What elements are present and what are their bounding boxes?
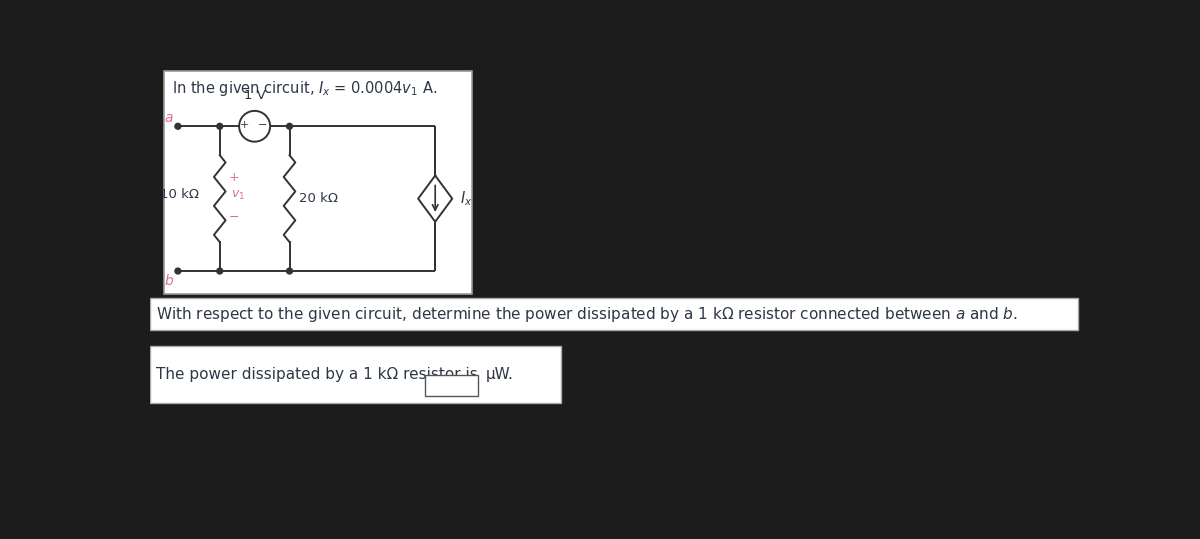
- Text: −: −: [258, 120, 268, 130]
- Text: The power dissipated by a 1 kΩ resistor is: The power dissipated by a 1 kΩ resistor …: [156, 367, 478, 382]
- Text: +: +: [228, 171, 239, 184]
- Polygon shape: [418, 176, 452, 222]
- Text: $I_x$: $I_x$: [460, 189, 473, 208]
- Text: With respect to the given circuit, determine the power dissipated by a 1 kΩ resi: With respect to the given circuit, deter…: [156, 305, 1018, 323]
- Text: 10 kΩ: 10 kΩ: [160, 188, 199, 201]
- FancyBboxPatch shape: [164, 71, 472, 294]
- Circle shape: [175, 123, 181, 129]
- Text: 1 V: 1 V: [244, 88, 265, 102]
- Text: +: +: [240, 120, 250, 130]
- Circle shape: [239, 111, 270, 142]
- Text: −: −: [228, 211, 239, 224]
- Text: $a$: $a$: [164, 110, 174, 125]
- FancyBboxPatch shape: [425, 375, 478, 396]
- Circle shape: [287, 268, 293, 274]
- Text: μW.: μW.: [486, 367, 514, 382]
- Circle shape: [217, 268, 223, 274]
- Text: $b$: $b$: [164, 273, 174, 288]
- Text: 20 kΩ: 20 kΩ: [299, 192, 338, 205]
- Circle shape: [287, 123, 293, 129]
- Text: $v_1$: $v_1$: [230, 189, 245, 202]
- Circle shape: [175, 268, 181, 274]
- FancyBboxPatch shape: [150, 298, 1078, 330]
- FancyBboxPatch shape: [150, 345, 560, 404]
- Circle shape: [217, 123, 223, 129]
- Text: In the given circuit, $I_x$ = 0.0004$v_1$ A.: In the given circuit, $I_x$ = 0.0004$v_1…: [172, 79, 437, 98]
